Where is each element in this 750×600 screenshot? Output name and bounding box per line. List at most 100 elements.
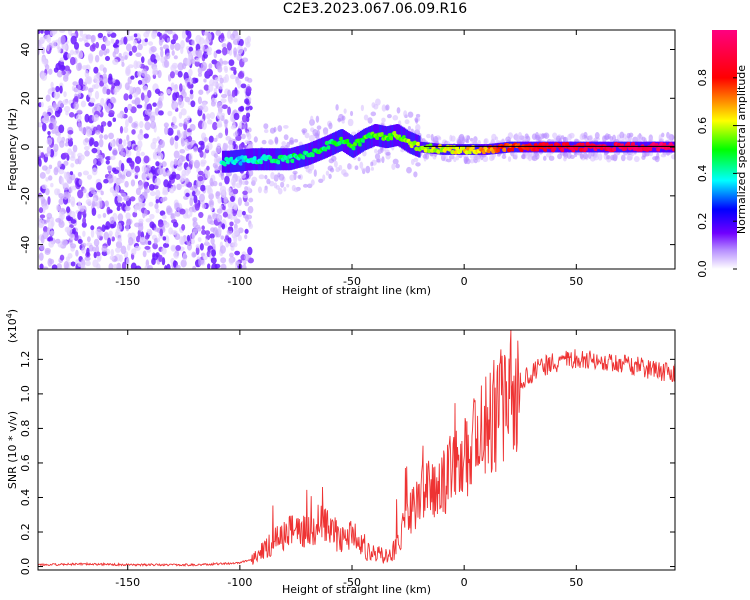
heatmap-speckle [38,194,43,200]
heatmap-speckle [216,208,223,214]
heatmap-speckle [82,217,87,225]
heatmap-halo [670,154,675,160]
heatmap-speckle [109,255,115,261]
heatmap-speckle [147,108,152,117]
heatmap-speckle [174,202,180,211]
heatmap-speckle [191,39,195,46]
heatmap-speckle [118,138,123,145]
heatmap-speckle [41,184,48,190]
heatmap-speckle [218,82,224,90]
heatmap-speckle [209,111,215,120]
heatmap-speckle [219,245,226,254]
heatmap-speckle [187,81,191,87]
heatmap-halo [548,155,555,161]
heatmap-halo [231,181,236,189]
heatmap-speckle [46,212,53,220]
heatmap-x-tick-label: -50 [343,275,361,288]
heatmap-speckle [126,243,131,251]
heatmap-speckle [134,174,138,180]
heatmap-halo [392,115,399,121]
heatmap-speckle [137,43,143,51]
heatmap-speckle [47,68,53,75]
heatmap-speckle [187,135,193,143]
heatmap-speckle [103,134,109,140]
heatmap-halo [516,137,520,142]
heatmap-speckle [78,37,84,42]
ridge-band [543,141,547,153]
heatmap-speckle [185,192,190,197]
heatmap-halo [587,151,592,159]
heatmap-halo [322,174,326,182]
heatmap-speckle [173,101,178,110]
heatmap-speckle [86,174,93,180]
heatmap-speckle [107,237,112,246]
heatmap-speckle [131,99,137,105]
ridge-band [609,141,613,153]
heatmap-speckle [55,238,61,244]
heatmap-speckle [91,84,96,90]
heatmap-speckle [171,171,177,180]
heatmap-speckle [230,125,237,130]
heatmap-speckle [46,146,52,154]
heatmap-speckle [211,263,218,269]
heatmap-speckle [244,139,250,145]
heatmap-speckle [194,203,200,211]
heatmap-speckle [224,175,230,185]
heatmap-halo [632,136,639,144]
heatmap-halo [370,166,375,171]
heatmap-speckle [102,86,108,95]
heatmap-halo [331,155,337,162]
heatmap-speckle [112,148,118,157]
heatmap-speckle [245,86,252,93]
heatmap-speckle [226,41,232,51]
heatmap-speckle [230,33,235,41]
heatmap-speckle [94,90,100,100]
heatmap-speckle [82,85,89,91]
heatmap-speckle [161,247,167,255]
heatmap-halo [247,141,254,148]
heatmap-speckle [73,233,79,242]
heatmap-speckle [197,96,203,105]
heatmap-speckle [154,177,161,186]
heatmap-speckle [178,111,183,119]
heatmap-speckle [199,150,204,158]
heatmap-speckle [60,65,66,70]
heatmap-speckle [245,214,249,222]
heatmap-speckle [107,102,112,111]
line-plot-frame [37,329,676,571]
heatmap-speckle [217,196,222,204]
heatmap-speckle [141,165,147,173]
heatmap-speckle [147,240,152,245]
ridge-core [560,147,566,153]
heatmap-speckle [171,62,178,69]
heatmap-speckle [142,250,147,258]
ridge-band [429,142,432,154]
ridge-band [418,135,421,158]
heatmap-speckle [79,30,84,37]
heatmap-frame [37,29,676,270]
heatmap-speckle [208,84,214,92]
heatmap-halo [370,161,374,167]
heatmap-speckle [221,223,226,230]
heatmap-speckle [104,55,111,61]
heatmap-speckle [110,248,115,257]
heatmap-speckle [236,45,244,55]
heatmap-speckle [75,249,79,257]
heatmap-speckle [247,246,253,256]
chart-title: C2E3.2023.067.06.09.R16 [282,1,468,17]
heatmap-speckle [244,253,250,262]
heatmap-halo [263,128,269,134]
heatmap-speckle [62,152,69,158]
heatmap-speckle [180,39,185,49]
heatmap-halo [263,123,269,130]
heatmap-speckle [129,196,136,202]
heatmap-speckle [129,86,134,93]
heatmap-speckle [117,143,124,153]
heatmap-speckle [40,72,48,81]
heatmap-speckle [77,50,84,60]
heatmap-speckle [147,89,152,99]
line-x-tick-label: -50 [343,576,361,589]
heatmap-speckle [124,55,128,60]
heatmap-speckle [88,87,94,93]
heatmap-speckle [40,101,44,108]
